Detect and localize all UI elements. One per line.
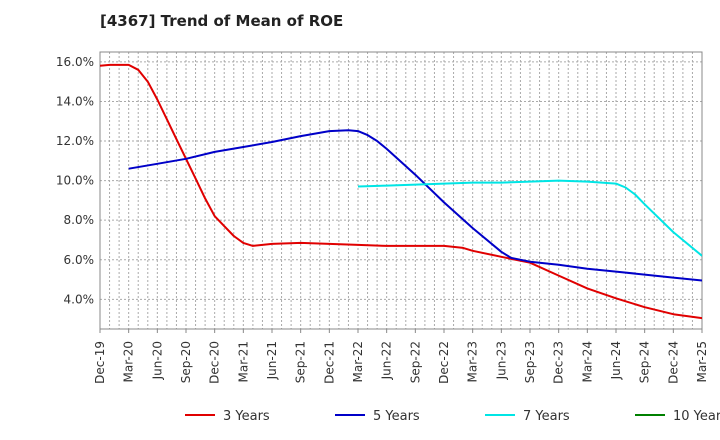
chart-title: [4367] Trend of Mean of ROE — [100, 12, 344, 30]
y-tick-label: 16.0% — [56, 55, 94, 69]
legend-label-3-years: 3 Years — [223, 409, 270, 424]
y-tick-label: 8.0% — [64, 213, 95, 227]
x-tick-label: Dec-22 — [437, 341, 451, 384]
plot-frame — [99, 51, 703, 330]
grid-layer — [99, 52, 703, 329]
legend-label-5-years: 5 Years — [373, 409, 420, 424]
x-tick-label: Dec-24 — [666, 341, 680, 384]
x-tick-label: Jun-21 — [265, 341, 279, 380]
series-line-3-years — [100, 63, 702, 320]
x-tick-label: Mar-22 — [351, 341, 365, 382]
legend-label-10-years: 10 Years — [673, 409, 720, 424]
x-tick-label: Dec-21 — [322, 341, 336, 384]
x-tick-label: Sep-20 — [179, 341, 193, 383]
x-tick-label: Mar-21 — [236, 341, 250, 382]
x-tick-label: Dec-19 — [93, 341, 107, 384]
legend: 3 Years 5 Years 7 Years 10 Years — [185, 409, 720, 424]
series-layer — [100, 63, 702, 320]
x-tick-label: Sep-21 — [294, 341, 308, 383]
series-line-7-years — [357, 179, 702, 257]
x-tick-label: Mar-20 — [122, 341, 136, 382]
x-tick-label: Dec-23 — [552, 341, 566, 384]
y-tick-label: 4.0% — [64, 292, 95, 306]
y-tick-label: 10.0% — [56, 174, 94, 188]
x-tick-label: Jun-20 — [150, 341, 164, 380]
x-tick-label: Jun-24 — [609, 341, 623, 380]
x-tick-label: Sep-24 — [638, 341, 652, 383]
x-tick-label: Sep-22 — [408, 341, 422, 383]
x-tick-label: Jun-23 — [494, 341, 508, 380]
y-tick-label: 14.0% — [56, 94, 94, 108]
tick-layer: 16.0% 14.0% 12.0% 10.0% 8.0% 6.0% 4.0% Dec-19 Ma… — [56, 55, 709, 384]
y-tick-label: 6.0% — [64, 253, 95, 267]
x-tick-label: Sep-23 — [523, 341, 537, 383]
x-tick-label: Jun-22 — [380, 341, 394, 380]
series-line-5-years — [128, 129, 702, 282]
x-tick-label: Mar-23 — [466, 341, 480, 382]
x-tick-label: Dec-20 — [208, 341, 222, 384]
legend-label-7-years: 7 Years — [523, 409, 570, 424]
y-tick-label: 12.0% — [56, 134, 94, 148]
x-tick-label: Mar-24 — [580, 341, 594, 382]
x-tick-label: Mar-25 — [695, 341, 709, 382]
